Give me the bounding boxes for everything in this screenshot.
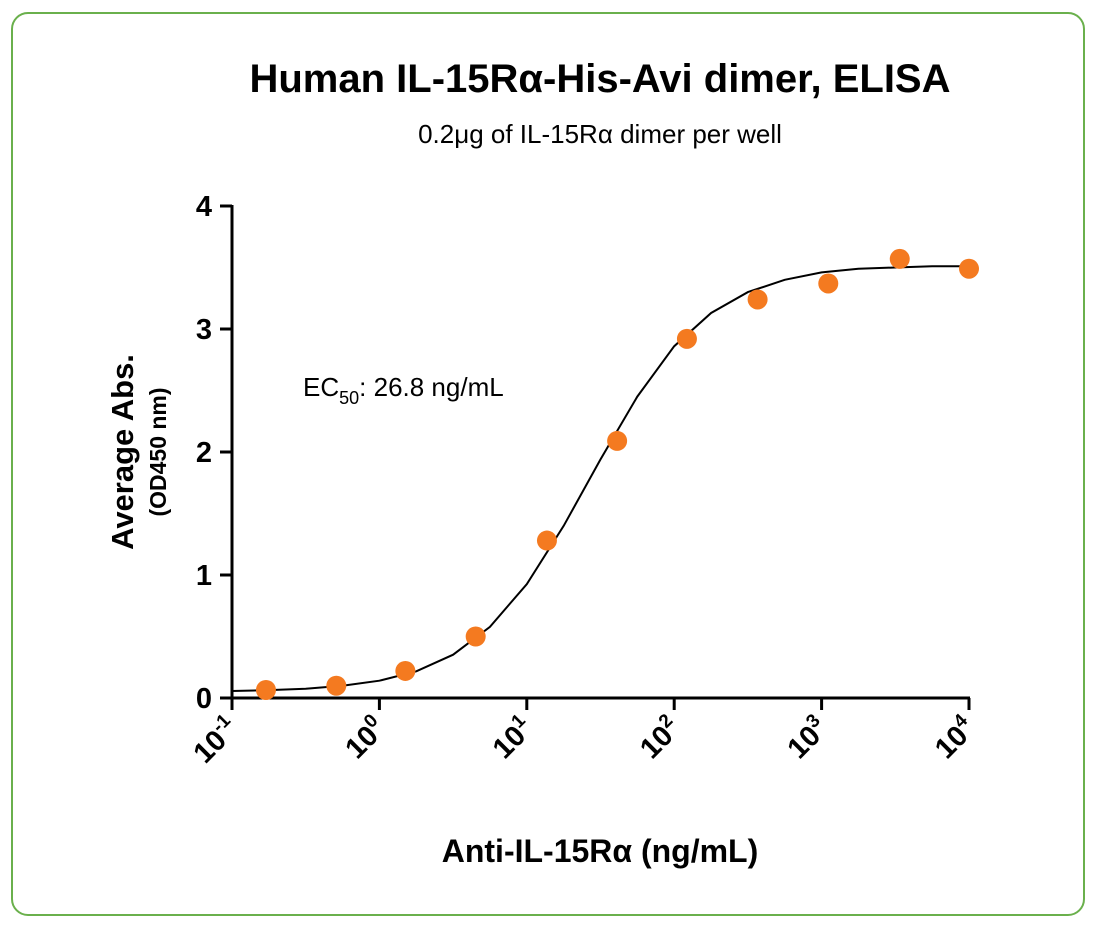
y-axis-label: Average Abs. <box>105 354 140 550</box>
data-point <box>536 530 557 551</box>
data-point <box>395 660 416 681</box>
annotation-rest: : 26.8 ng/mL <box>359 372 504 402</box>
x-axis-label: Anti-IL-15Rα (ng/mL) <box>442 833 759 869</box>
fit-curve <box>231 265 969 692</box>
data-point <box>326 675 347 696</box>
data-point <box>607 430 628 451</box>
y-tick-label: 3 <box>196 314 212 346</box>
annotation: EC50: 26.8 ng/mL <box>303 372 504 408</box>
annotation-text: EC <box>303 372 339 402</box>
data-point <box>465 626 486 647</box>
y-tick-label: 1 <box>196 560 212 592</box>
data-point <box>676 328 697 349</box>
chart-subtitle: 0.2μg of IL-15Rα dimer per well <box>418 119 782 149</box>
data-point <box>255 680 276 701</box>
data-point <box>959 258 979 279</box>
data-point <box>889 248 910 269</box>
chart-title: Human IL-15Rα-His-Avi dimer, ELISA <box>249 57 950 101</box>
data-point <box>818 273 839 294</box>
y-tick-label: 2 <box>196 437 212 469</box>
data-point <box>747 289 768 310</box>
annotation-subscript: 50 <box>339 388 359 408</box>
y-tick-label: 0 <box>196 683 212 715</box>
y-tick-label: 4 <box>196 191 212 223</box>
y-axis-unit: (OD450 nm) <box>145 387 171 516</box>
